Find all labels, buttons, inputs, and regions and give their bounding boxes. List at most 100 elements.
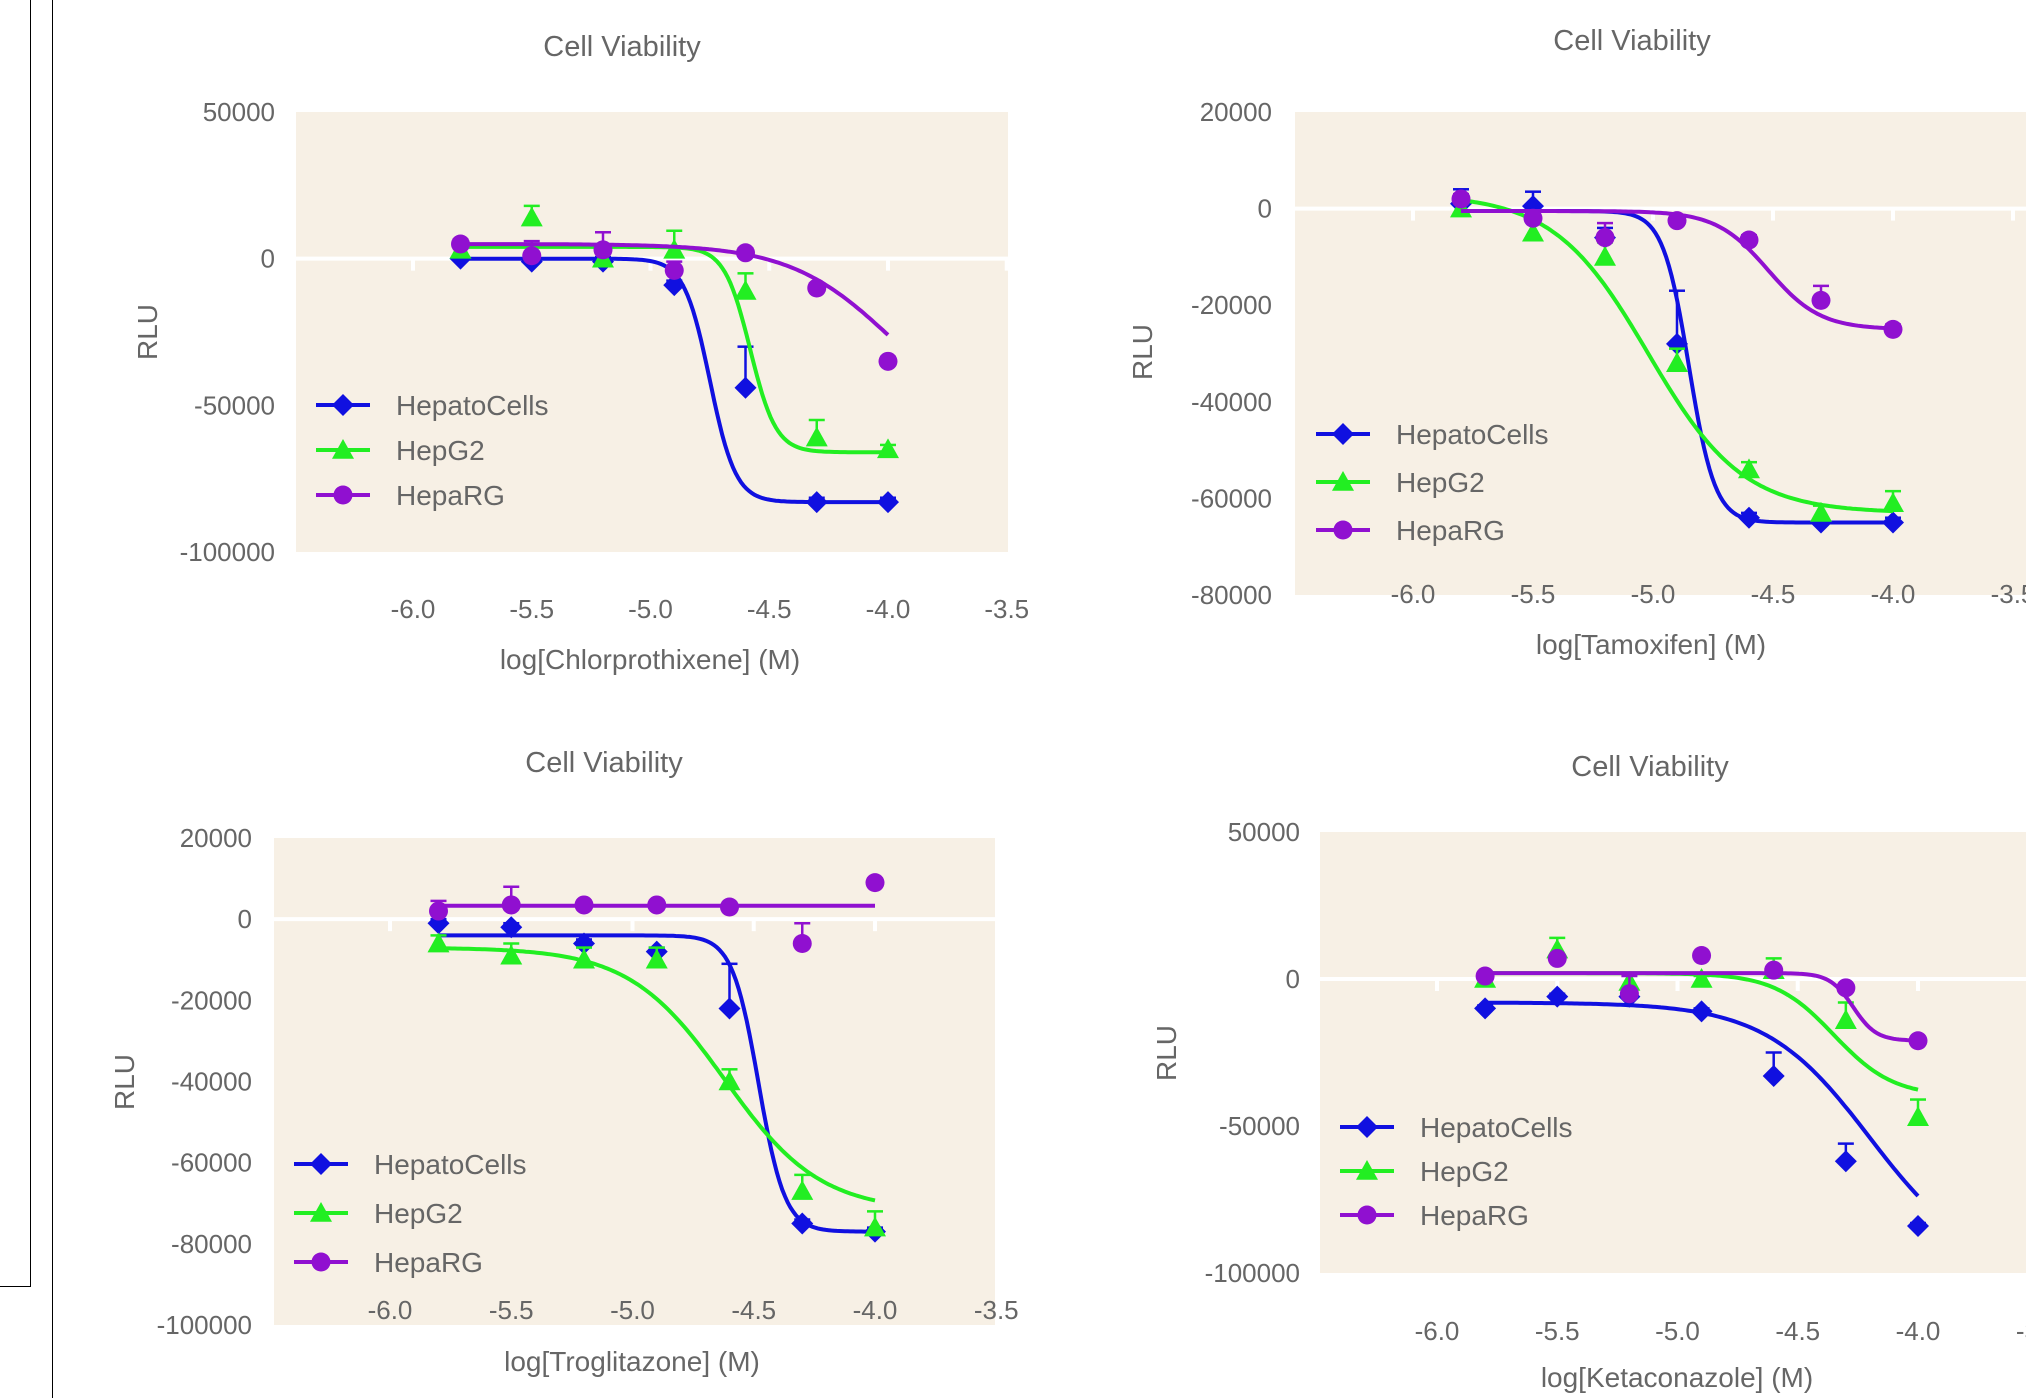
legend-marker [1356,1160,1378,1180]
legend-label: HepaRG [374,1247,483,1278]
data-point [1690,968,1713,988]
data-point [1883,319,1903,339]
x-tick-label: -3.5 [2016,1316,2026,1346]
data-point [663,238,686,259]
x-tick-label: -4.5 [1775,1316,1820,1346]
data-point [1764,960,1784,980]
legend-label: HepatoCells [1396,419,1549,450]
data-point [1738,506,1760,529]
x-axis-label: log[Troglitazone] (M) [504,1346,760,1377]
x-tick-label: -4.5 [1751,579,1796,609]
data-point [593,240,613,260]
data-point [1836,978,1856,998]
y-tick-label: -60000 [1191,483,1272,513]
y-tick-label: -80000 [171,1229,252,1259]
data-point [807,278,827,298]
legend-marker [333,485,353,505]
legend-entry-HepaRG: HepaRG [1316,515,1505,546]
legend-entry-HepaRG: HepaRG [294,1247,483,1278]
data-point [645,948,668,969]
x-tick-label: -3.5 [974,1295,1019,1325]
series-HepaRG [1451,189,1903,339]
data-point [1547,948,1567,968]
x-tick-label: -6.0 [1415,1316,1460,1346]
x-tick-label: -5.5 [1535,1316,1580,1346]
legend-label: HepaRG [396,480,505,511]
data-point [1690,1000,1713,1023]
data-point [718,997,741,1020]
data-point [500,916,523,939]
y-tick-label: 20000 [180,823,252,853]
y-axis-label: RLU [109,1054,140,1110]
data-point [1907,1106,1929,1126]
chart-panel-3: Cell Viability 20000 0 -20000 -40000 -60000 -8… [109,747,1019,1377]
x-axis-label: log[Tamoxifen] (M) [1536,629,1766,660]
data-point [663,274,686,297]
data-point [1908,1031,1928,1051]
x-tick-label: -5.0 [610,1295,655,1325]
series-HepaRG [429,873,885,954]
data-point [573,948,595,969]
data-point [1594,245,1616,266]
data-point [736,243,755,263]
frame-line-outer [52,0,53,1398]
legend-label: HepG2 [374,1198,463,1229]
data-point [805,426,828,447]
data-point [1474,997,1497,1020]
x-axis-label: log[Ketaconazole] (M) [1541,1362,1813,1393]
y-tick-label: -80000 [1191,580,1272,610]
x-tick-label: -4.0 [853,1295,898,1325]
data-point [865,873,885,893]
y-tick-label: -100000 [180,537,275,567]
x-tick-label: -3.5 [984,594,1029,624]
x-tick-label: -4.0 [866,594,911,624]
data-point [1475,966,1495,986]
legend-entry-HepaRG: HepaRG [1340,1200,1529,1231]
y-axis-label: RLU [1151,1025,1182,1081]
data-point [1595,228,1615,248]
y-tick-label: 0 [1258,194,1272,224]
data-point [1619,984,1639,1004]
data-point [573,932,595,955]
series-HepaRG [451,231,898,371]
chart-title: Cell Viability [525,747,683,779]
data-point [720,897,739,917]
legend-marker [1333,520,1353,540]
x-tick-label: -6.0 [1391,579,1436,609]
legend-entry-HepatoCells: HepatoCells [294,1149,527,1180]
data-point [1882,511,1904,534]
data-point [1692,945,1712,965]
data-point [1666,352,1688,372]
chart-title: Cell Viability [1553,25,1711,57]
frame-line-left [30,0,31,1286]
data-point [1834,1009,1857,1029]
data-point [718,1070,741,1091]
chart-title: Cell Viability [543,31,701,63]
x-tick-label: -6.0 [391,594,436,624]
legend-label: HepatoCells [374,1149,527,1180]
data-point [734,376,757,399]
data-point [1523,208,1543,228]
frame-line-bottom [0,1286,31,1287]
legend-label: HepatoCells [396,390,549,421]
legend-label: HepatoCells [1420,1112,1573,1143]
data-point [1522,221,1544,242]
data-point [500,944,523,965]
x-tick-label: -4.5 [747,594,792,624]
data-point [805,491,828,514]
data-point [877,438,899,459]
y-tick-label: -20000 [171,985,252,1015]
x-tick-label: -5.5 [1511,579,1556,609]
legend-marker [1356,1116,1378,1138]
data-point [864,1216,886,1237]
legend-entry-HepG2: HepG2 [1316,467,1485,498]
y-tick-label: -20000 [1191,290,1272,320]
data-point [1451,189,1471,209]
series-HepG2 [427,932,886,1237]
data-point [522,246,542,266]
x-tick-label: -5.0 [1655,1316,1700,1346]
y-axis-label: RLU [132,304,163,360]
legend-marker [310,1153,332,1175]
y-tick-label: 0 [261,244,275,274]
